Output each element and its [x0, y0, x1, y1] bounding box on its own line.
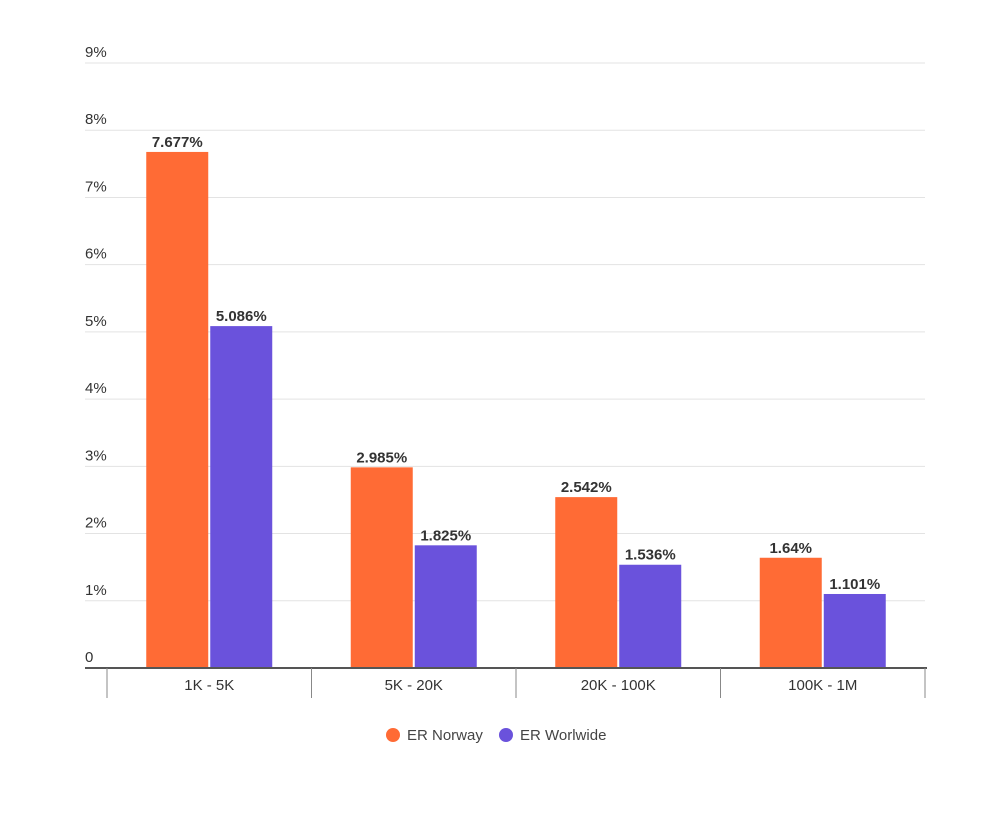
data-label: 1.536% — [625, 547, 676, 564]
bar-er-norway — [759, 557, 822, 668]
bar-er-worlwide — [823, 593, 886, 668]
legend-label: ER Norway — [407, 727, 483, 744]
y-tick-label: 2% — [85, 515, 107, 532]
bars — [146, 151, 886, 668]
bar-er-worlwide — [414, 545, 477, 668]
y-tick-label: 4% — [85, 380, 107, 397]
legend-marker — [386, 728, 400, 742]
legend-label: ER Worlwide — [520, 727, 606, 744]
data-label: 2.542% — [561, 479, 612, 496]
data-label: 1.64% — [769, 540, 812, 557]
y-tick-label: 3% — [85, 447, 107, 464]
y-tick-label: 5% — [85, 313, 107, 330]
bar-er-norway — [146, 151, 209, 668]
bar-er-norway — [350, 467, 413, 668]
y-tick-label: 7% — [85, 178, 107, 195]
bar-er-worlwide — [210, 326, 273, 668]
y-tick-label: 8% — [85, 111, 107, 128]
data-labels: 7.677% 5.086% 2.985% 1.825% 2.542% 1.536% 1.64… — [152, 134, 880, 593]
y-axis-ticks: 0 1% 2% 3% 4% 5% 6% 7% 8% 9% — [85, 44, 107, 666]
data-label: 7.677% — [152, 134, 203, 151]
data-label: 1.825% — [420, 527, 471, 544]
bar-er-worlwide — [619, 564, 682, 668]
x-axis: 1K - 5K 5K - 20K 20K - 100K 100K - 1M — [85, 667, 927, 698]
x-tick-label: 100K - 1M — [788, 677, 857, 694]
y-tick-label: 9% — [85, 44, 107, 61]
legend-marker — [499, 728, 513, 742]
legend: ER Norway ER Worlwide — [386, 727, 606, 744]
data-label: 2.985% — [356, 449, 407, 466]
y-tick-label: 0 — [85, 649, 93, 666]
y-tick-label: 6% — [85, 246, 107, 263]
x-tick-label: 5K - 20K — [385, 677, 443, 694]
x-tick-label: 20K - 100K — [581, 677, 656, 694]
x-tick-label: 1K - 5K — [184, 677, 234, 694]
y-tick-label: 1% — [85, 582, 107, 599]
bar-er-norway — [555, 497, 618, 668]
data-label: 1.101% — [829, 576, 880, 593]
data-label: 5.086% — [216, 308, 267, 325]
